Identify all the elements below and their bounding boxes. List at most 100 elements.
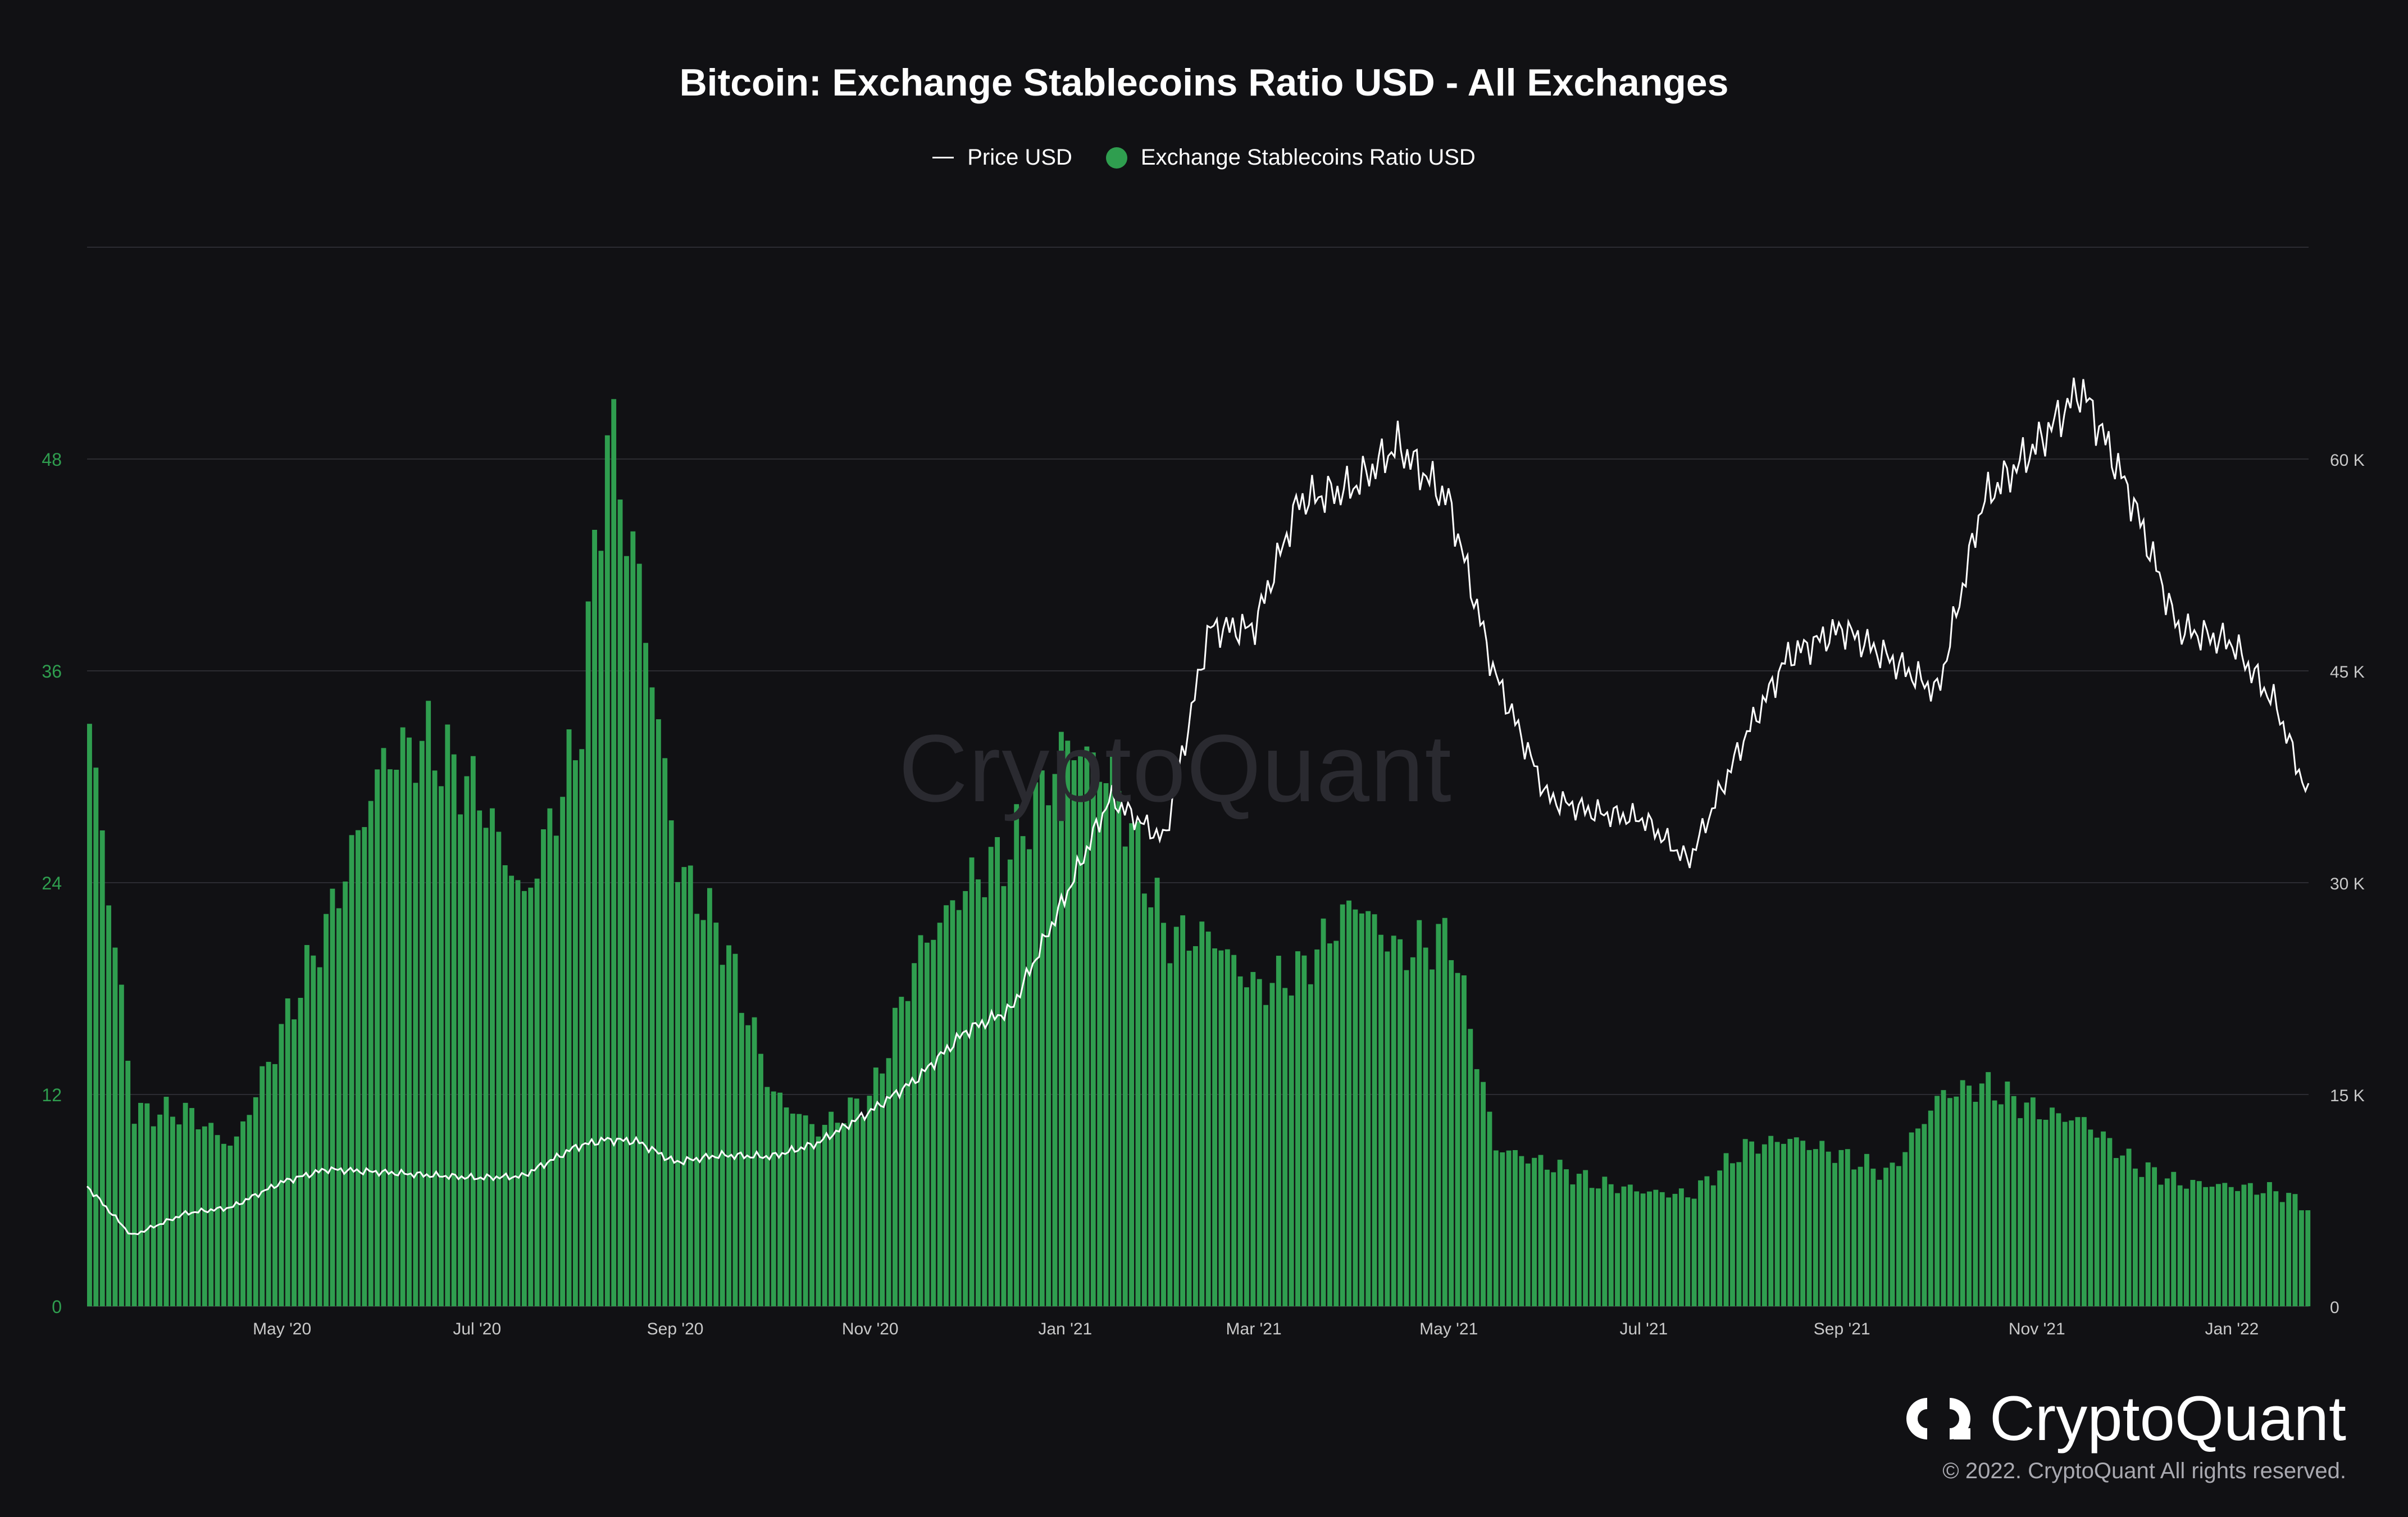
bar (2305, 1210, 2311, 1306)
bar (579, 749, 585, 1306)
bar (1237, 976, 1243, 1306)
bar (1487, 1111, 1492, 1306)
bar (1519, 1156, 1524, 1306)
bar (1864, 1153, 1869, 1306)
bar (2069, 1120, 2074, 1306)
bar (1602, 1177, 1608, 1306)
legend-item-price[interactable]: Price USD (932, 145, 1072, 170)
bar (918, 935, 923, 1306)
legend-item-ratio[interactable]: Exchange Stablecoins Ratio USD (1105, 145, 1476, 170)
bar (112, 947, 118, 1306)
bar (809, 1124, 814, 1306)
x-tick-label: Jul '20 (453, 1320, 501, 1338)
y-left-tick-label: 36 (42, 661, 62, 682)
bar (1141, 893, 1147, 1306)
bar (1883, 1168, 1889, 1306)
bar (1986, 1072, 1991, 1306)
bar (477, 810, 482, 1306)
bar (2235, 1191, 2240, 1306)
bar (752, 1017, 757, 1306)
bar (777, 1092, 783, 1306)
bar (375, 769, 380, 1306)
bar (1698, 1180, 1703, 1306)
bar (617, 499, 623, 1306)
bar (208, 1123, 214, 1306)
bar (1225, 949, 1230, 1306)
bar (176, 1124, 182, 1306)
bar (1570, 1184, 1576, 1306)
bar (202, 1126, 207, 1306)
bar (1442, 918, 1447, 1306)
bar (413, 783, 418, 1306)
copyright-text: © 2022. CryptoQuant All rights reserved. (1942, 1459, 2346, 1483)
bar (2056, 1113, 2061, 1306)
bar (771, 1091, 776, 1306)
bar (1532, 1157, 1537, 1306)
bar (1391, 935, 1396, 1306)
x-tick-label: Jan '22 (2205, 1320, 2259, 1338)
bar (956, 910, 962, 1306)
bar (2292, 1194, 2298, 1306)
bar (2043, 1120, 2049, 1306)
bar (1090, 752, 1096, 1306)
bar (426, 701, 431, 1306)
bar (1269, 983, 1275, 1306)
bar (1410, 957, 1415, 1306)
bar (1915, 1128, 1920, 1306)
bar (349, 835, 354, 1306)
bar (784, 1107, 789, 1306)
bar (1212, 948, 1217, 1306)
bar (279, 1024, 284, 1306)
bar (880, 1073, 885, 1306)
bar (1423, 947, 1428, 1306)
bar (1627, 1184, 1633, 1306)
bar (2222, 1183, 2228, 1306)
bar (2273, 1191, 2279, 1306)
bar (611, 399, 617, 1306)
bar (234, 1136, 239, 1306)
bar (1557, 1160, 1563, 1306)
bar (1858, 1166, 1863, 1306)
bar (1589, 1188, 1595, 1306)
bar (1263, 1005, 1269, 1306)
bar (1430, 969, 1435, 1306)
bar (1359, 913, 1364, 1306)
bar (1806, 1150, 1812, 1306)
bar (1058, 732, 1064, 1306)
bar (1781, 1143, 1786, 1306)
bar (1052, 774, 1058, 1306)
bar (585, 601, 591, 1306)
bar (2196, 1181, 2202, 1306)
x-tick-label: Jan '21 (1038, 1320, 1092, 1338)
bar (311, 955, 316, 1306)
bar (1129, 823, 1135, 1306)
x-tick-label: Sep '20 (647, 1320, 704, 1338)
bar (726, 945, 731, 1306)
bar (2005, 1081, 2010, 1306)
bar (1640, 1193, 1646, 1306)
bar (1672, 1193, 1678, 1306)
bar (1902, 1152, 1908, 1306)
bar (1787, 1139, 1793, 1306)
bar (675, 882, 680, 1306)
bar (490, 808, 495, 1306)
bar (816, 1136, 821, 1306)
bar (912, 963, 917, 1306)
bar (1717, 1170, 1723, 1306)
y-left-tick-label: 24 (42, 873, 62, 893)
bar (1551, 1172, 1556, 1306)
bar (266, 1061, 271, 1306)
legend: Price USD Exchange Stablecoins Ratio USD (0, 145, 2408, 170)
bar (2139, 1177, 2145, 1306)
bar (861, 1116, 866, 1306)
y-right-tick-label: 15 K (2330, 1087, 2365, 1105)
bar (221, 1143, 226, 1306)
bar (1461, 975, 1467, 1306)
bar (528, 887, 534, 1306)
y-axis-right: 0 15 K 30 K 45 K 60 K (2330, 451, 2365, 1317)
bar (2228, 1187, 2234, 1306)
bar (924, 942, 930, 1306)
bar (343, 881, 348, 1306)
bar (183, 1102, 188, 1306)
bar (636, 564, 642, 1306)
